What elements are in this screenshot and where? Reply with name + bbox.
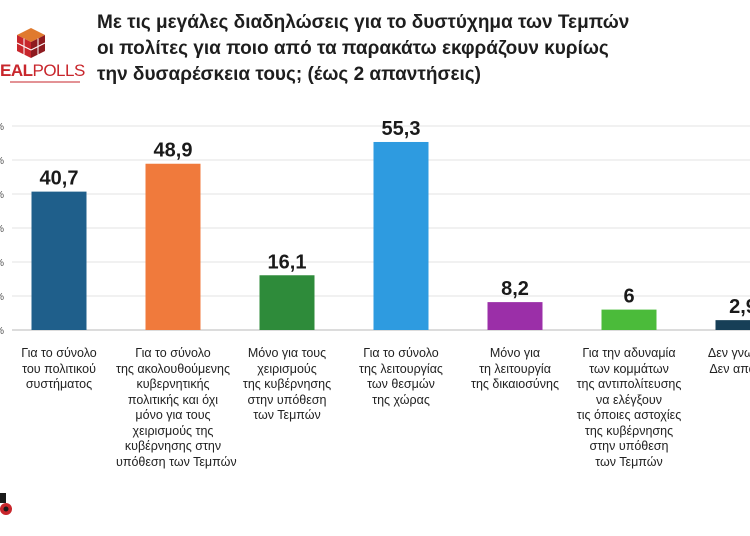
x-tick-label: Για την αδυναμία των κομμάτων της αντιπολί… — [572, 346, 686, 470]
logo-wordmark: EALPOLLS — [0, 61, 85, 81]
x-tick-label-line: κυβερνητικής — [136, 377, 210, 391]
x-tick-label-line: κυβέρνησης στην — [124, 439, 222, 453]
x-tick-label-line: της κυβέρνησης — [242, 377, 332, 391]
x-tick-label-line: των Τεμπών — [253, 408, 321, 422]
x-tick-label-line: πολιτικής και όχι — [127, 392, 219, 407]
x-tick-label: Δεν γνωρίζωΔεν απαντώ — [686, 346, 750, 377]
y-tick-label: % — [0, 292, 4, 303]
x-tick-label: Μόνο για τη λειτουργία της δικαιοσύνης — [458, 346, 572, 393]
logo-text-bold: EAL — [0, 61, 33, 80]
bar — [715, 320, 750, 330]
x-tick-label-line: του πολιτικού — [22, 361, 96, 376]
data-label: 2,9 — [729, 296, 750, 318]
x-tick-label-line: της λειτουργίας — [359, 361, 443, 376]
x-tick-label-line: της κυβέρνησης — [584, 423, 674, 438]
data-label: 48,9 — [154, 140, 193, 162]
x-tick-label-line: υπόθεση των Τεμπών — [116, 454, 237, 469]
y-tick-label: % — [0, 156, 4, 167]
x-tick-label-line: της δικαιοσύνης — [471, 377, 559, 391]
x-tick-label-line: των Τεμπών — [595, 454, 663, 469]
x-tick-label-line: στην υπόθεση — [589, 439, 669, 453]
bar — [145, 163, 201, 330]
x-tick-label-line: Για την αδυναμία — [582, 346, 676, 360]
x-tick-label: Για το σύνολο της ακολουθούμενης κυβερνητι… — [116, 346, 237, 470]
data-label: 16,1 — [268, 251, 307, 273]
logo-underline — [10, 81, 80, 83]
realpolls-logo: EALPOLLS — [0, 26, 96, 83]
title-line-2: οι πολίτες για ποιο από τα παρακάτω εκφρ… — [97, 38, 609, 59]
corner-logo-icon — [0, 493, 12, 515]
cube-logo-icon — [16, 28, 46, 58]
x-tick-label-line: των θεσμών — [367, 377, 435, 391]
y-tick-label: % — [0, 122, 4, 133]
data-label: 40,7 — [40, 168, 79, 190]
x-tick-label-line: Δεν απαντώ — [709, 361, 750, 376]
x-tick-label-line: της χώρας — [372, 392, 430, 407]
x-tick-label-line: Για το σύνολο — [363, 346, 439, 360]
x-tick-label-line: των κομμάτων — [589, 361, 669, 376]
y-tick-label: % — [0, 224, 4, 235]
bar — [487, 302, 543, 330]
logo-text-rest: POLLS — [32, 61, 86, 80]
x-tick-label-line: τις όποιες αστοχίες — [576, 408, 682, 422]
x-tick-label-line: να ελέγξουν — [596, 392, 662, 407]
x-tick-label-line: Μόνο για τους — [247, 346, 327, 360]
title-line-3: την δυσαρέσκεια τους; (έως 2 απαντήσεις) — [97, 64, 481, 85]
x-tick-label-line: χειρισμούς της — [132, 423, 214, 438]
x-tick-label-line: στην υπόθεση — [247, 392, 327, 407]
x-tick-label-line: τη λειτουργία — [479, 361, 551, 376]
data-label: 8,2 — [501, 278, 529, 300]
x-tick-label: Μόνο για τους χειρισμούς της κυβέρνησης στη… — [230, 346, 344, 424]
data-label: 6 — [623, 286, 634, 308]
x-tick-label-line: Μόνο για — [489, 346, 541, 360]
y-tick-label: % — [0, 258, 4, 269]
y-tick-label: % — [0, 326, 4, 337]
bar — [259, 275, 315, 330]
x-tick-label-line: της ακολουθούμενης — [116, 361, 231, 376]
x-tick-label-line: Για το σύνολο — [21, 346, 97, 360]
y-tick-label: % — [0, 190, 4, 201]
x-tick-label-line: χειρισμούς — [257, 361, 317, 376]
chart-title: Με τις μεγάλες διαδηλώσεις για το δυστύχ… — [97, 10, 737, 88]
bar — [601, 309, 657, 330]
title-line-1: Με τις μεγάλες διαδηλώσεις για το δυστύχ… — [97, 12, 630, 33]
data-label: 55,3 — [382, 118, 421, 140]
x-tick-label-line: της αντιπολίτευσης — [576, 377, 682, 391]
x-tick-label: Για το σύνολο του πολιτικού συστήματος — [2, 346, 116, 393]
bar — [31, 191, 87, 330]
x-tick-label-line: Δεν γνωρίζω — [707, 346, 750, 360]
x-tick-label-line: Για το σύνολο — [135, 346, 211, 360]
bar — [373, 141, 429, 330]
x-tick-label: Για το σύνολο της λειτουργίας των θεσμών τη… — [344, 346, 458, 408]
x-tick-label-line: συστήματος — [25, 377, 93, 391]
x-tick-label-line: μόνο για τους — [135, 408, 211, 422]
